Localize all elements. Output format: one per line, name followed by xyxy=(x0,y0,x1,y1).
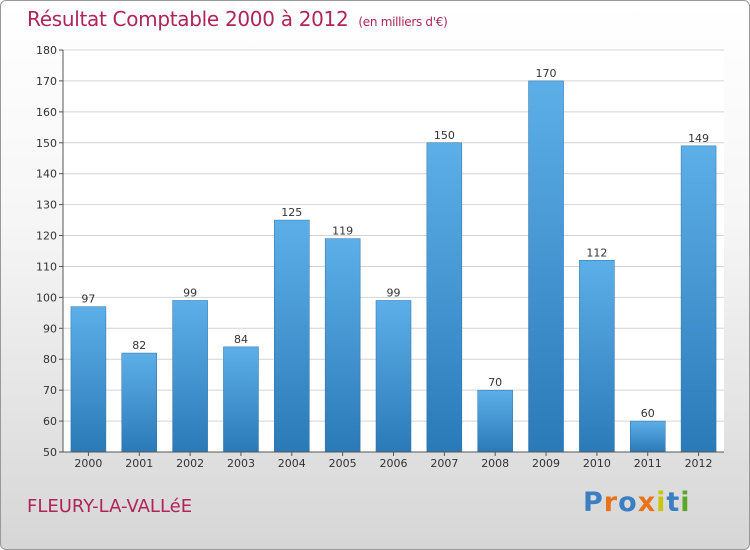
y-tick-label: 140 xyxy=(36,168,57,181)
chart-title: Résultat Comptable 2000 à 2012 (en millie… xyxy=(27,7,448,31)
x-tick-label: 2007 xyxy=(430,457,458,470)
x-tick-label: 2000 xyxy=(74,457,102,470)
bar-2006 xyxy=(375,300,412,453)
bar-2001 xyxy=(121,352,158,453)
data-label: 70 xyxy=(488,376,502,389)
proxiti-logo[interactable]: Proxiti xyxy=(583,487,691,518)
x-tick-label: 2008 xyxy=(481,457,509,470)
x-tick-label: 2002 xyxy=(176,457,204,470)
logo-letter: i xyxy=(656,487,667,518)
bar-2005 xyxy=(324,238,361,453)
data-labels: 97 82 99 84 125 119 99 150 70 170 112 60 149 xyxy=(81,67,709,420)
bar-2008 xyxy=(477,389,513,453)
data-label: 149 xyxy=(688,132,709,145)
logo-letter: x xyxy=(637,487,657,518)
y-tick-label: 170 xyxy=(36,75,57,88)
x-tick-label: 2011 xyxy=(634,457,662,470)
y-tick-label: 180 xyxy=(36,44,57,57)
bar-2009 xyxy=(528,80,564,453)
y-tick-label: 130 xyxy=(36,199,57,212)
x-tick-label: 2003 xyxy=(227,457,255,470)
bar-2007 xyxy=(426,142,463,453)
logo-letter: o xyxy=(618,487,638,518)
bar-2000 xyxy=(70,306,107,453)
bar-2003 xyxy=(223,346,259,453)
bar-2004 xyxy=(274,219,310,453)
data-label: 99 xyxy=(183,286,197,299)
bar-2011 xyxy=(629,420,666,453)
y-tick-label: 80 xyxy=(43,353,57,366)
chart-subtitle: (en milliers d'€) xyxy=(358,15,448,29)
data-label: 82 xyxy=(132,339,146,352)
y-tick-label: 70 xyxy=(43,384,57,397)
commune-name: FLEURY-LA-VALLéE xyxy=(27,496,193,517)
bar-2012 xyxy=(680,145,717,453)
data-label: 150 xyxy=(434,129,455,142)
logo-letter: r xyxy=(603,487,619,518)
data-label: 125 xyxy=(281,206,302,219)
data-label: 60 xyxy=(641,407,655,420)
logo-letter: i xyxy=(680,487,691,518)
logo-letter: P xyxy=(583,487,604,518)
y-tick-label: 110 xyxy=(36,260,57,273)
y-tick-label: 160 xyxy=(36,106,57,119)
data-label: 112 xyxy=(586,246,607,259)
y-tick-label: 100 xyxy=(36,291,57,304)
x-tick-label: 2001 xyxy=(125,457,153,470)
bars xyxy=(70,80,717,453)
x-tick-label: 2012 xyxy=(685,457,713,470)
y-tick-label: 150 xyxy=(36,137,57,150)
data-label: 170 xyxy=(536,67,557,80)
x-tick-label: 2005 xyxy=(329,457,357,470)
bar-2010 xyxy=(579,260,615,453)
data-label: 84 xyxy=(234,333,248,346)
y-tick-labels: 50 60 70 80 90 100 110 120 130 140 150 160 170 180 xyxy=(36,44,57,459)
y-tick-label: 50 xyxy=(43,446,57,459)
x-tick-label: 2010 xyxy=(583,457,611,470)
data-label: 99 xyxy=(387,286,401,299)
x-tick-label: 2006 xyxy=(380,457,408,470)
data-label: 119 xyxy=(332,225,353,238)
x-tick-labels: 2000 2001 2002 2003 2004 2005 2006 2007 2008 2009… xyxy=(74,457,712,470)
y-tick-label: 60 xyxy=(43,415,57,428)
axes xyxy=(59,49,724,456)
chart-title-text: Résultat Comptable 2000 à 2012 xyxy=(27,7,349,31)
bar-2002 xyxy=(172,300,208,453)
logo-letter: t xyxy=(666,487,681,518)
y-tick-label: 120 xyxy=(36,230,57,243)
x-tick-label: 2004 xyxy=(278,457,306,470)
y-tick-label: 90 xyxy=(43,322,57,335)
x-tick-label: 2009 xyxy=(532,457,560,470)
data-label: 97 xyxy=(81,293,95,306)
